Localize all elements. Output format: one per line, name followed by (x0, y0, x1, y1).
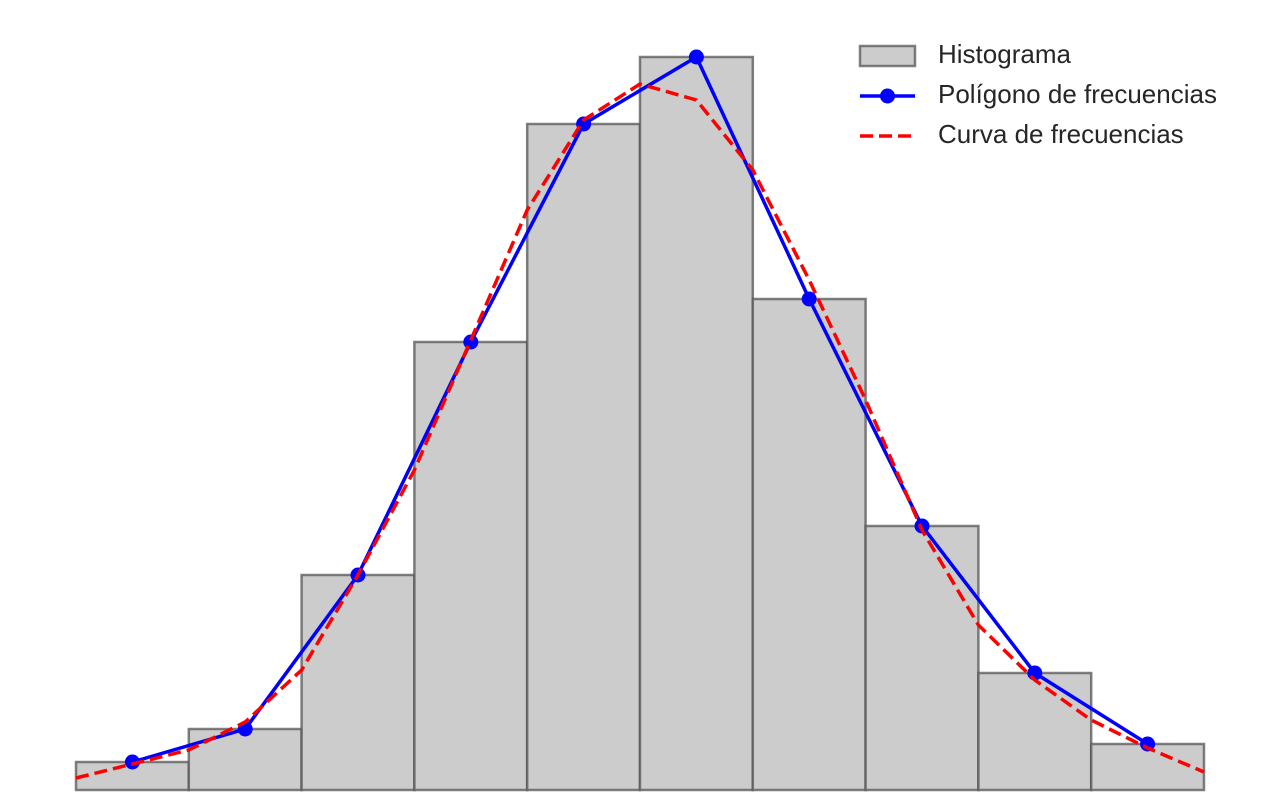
histogram-bar (638, 55, 755, 792)
marker (124, 754, 140, 770)
legend-label: Curva de frecuencias (938, 119, 1184, 149)
histogram-bar (413, 340, 529, 792)
line (75, 82, 1205, 780)
histogram-bar (187, 727, 303, 792)
histogram-bar (977, 671, 1093, 792)
legend-marker (880, 88, 895, 104)
histogram-bar (751, 297, 867, 792)
histogram-bar (525, 122, 642, 792)
legend-label: Polígono de frecuencias (938, 79, 1217, 109)
line (131, 54, 1149, 764)
histogram-bar (1089, 742, 1206, 792)
legend-label: Histograma (938, 39, 1071, 69)
marker (688, 49, 704, 65)
legend-swatch (858, 44, 917, 68)
marker (801, 291, 817, 307)
histogram-bar (864, 524, 980, 792)
histogram-bar (300, 573, 416, 792)
